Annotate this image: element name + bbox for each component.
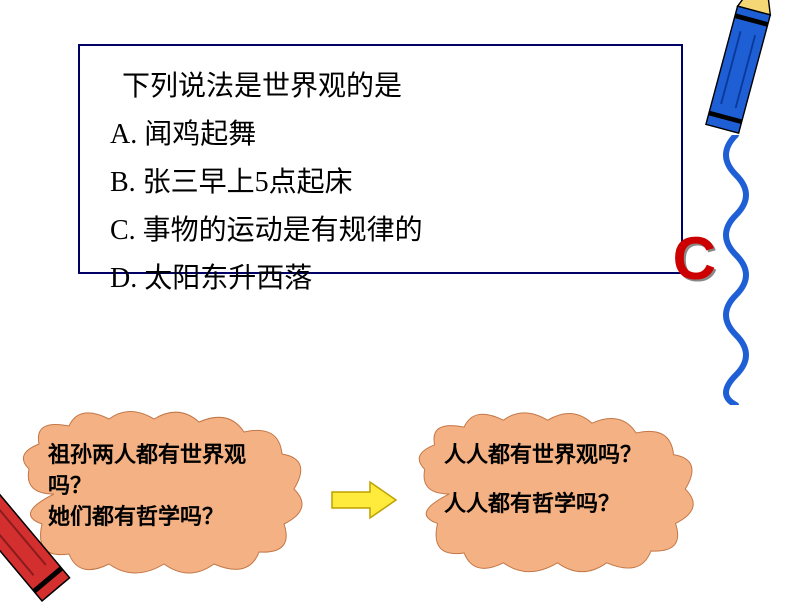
question-box: 下列说法是世界观的是 A. 闻鸡起舞 B. 张三早上5点起床 C. 事物的运动是… — [78, 44, 683, 274]
cloud-left-line2: 她们都有哲学吗？ — [48, 502, 273, 533]
cloud-left-text: 祖孙两人都有世界观吗？ 她们都有哲学吗？ — [48, 440, 273, 532]
answer-letter: C — [673, 224, 716, 293]
cloud-right-line2: 人人都有哲学吗？ — [444, 489, 674, 520]
cloud-left-line1: 祖孙两人都有世界观吗？ — [48, 440, 273, 502]
question-title: 下列说法是世界观的是 — [122, 64, 651, 104]
squiggle-icon — [711, 135, 766, 405]
option-a: A. 闻鸡起舞 — [110, 112, 651, 152]
crayon-blue-icon — [696, 0, 794, 147]
option-c: C. 事物的运动是有规律的 — [110, 208, 651, 248]
option-d: D. 太阳东升西落 — [110, 256, 651, 296]
cloud-right-text: 人人都有世界观吗？ 人人都有哲学吗？ — [444, 440, 674, 520]
option-b: B. 张三早上5点起床 — [110, 160, 651, 200]
arrow-icon — [330, 478, 400, 522]
cloud-right-line1: 人人都有世界观吗？ — [444, 440, 674, 471]
